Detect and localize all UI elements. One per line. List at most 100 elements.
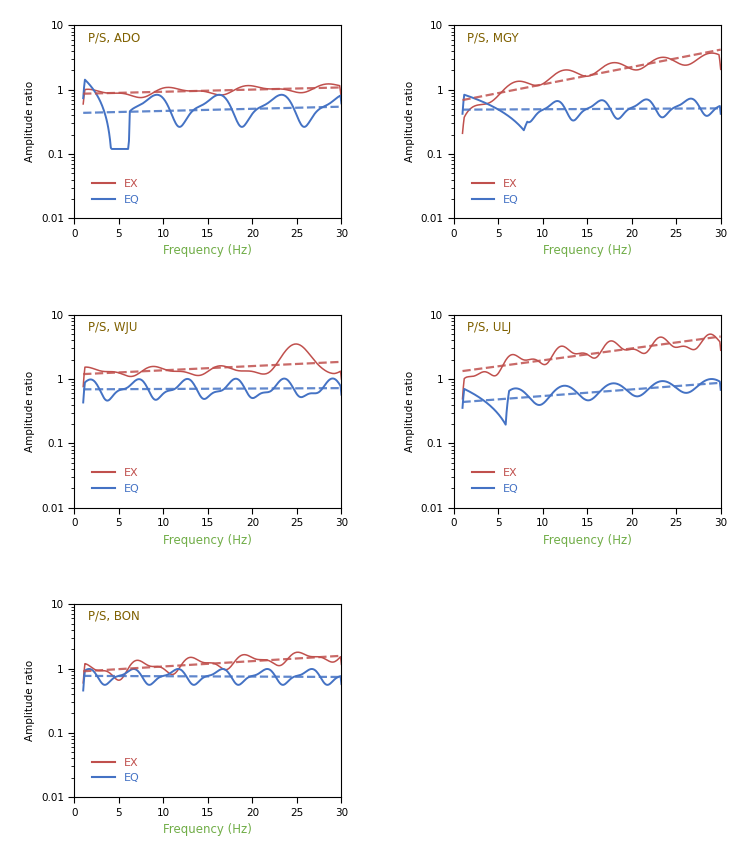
EX bbox=[232, 365, 241, 376]
EQ bbox=[617, 381, 626, 391]
EX bbox=[692, 55, 701, 65]
EQ bbox=[458, 403, 467, 413]
EX bbox=[79, 99, 88, 109]
EQ bbox=[174, 664, 183, 674]
EX bbox=[233, 84, 241, 94]
EX bbox=[314, 360, 322, 370]
Line: EQ: EQ bbox=[83, 80, 342, 149]
EX bbox=[233, 365, 241, 376]
X-axis label: Frequency (Hz): Frequency (Hz) bbox=[163, 244, 253, 257]
EX bbox=[80, 370, 88, 380]
EX bbox=[707, 48, 716, 59]
EQ bbox=[80, 674, 88, 684]
EX bbox=[314, 651, 322, 661]
EX bbox=[293, 647, 302, 657]
EQ bbox=[716, 109, 725, 119]
EQ bbox=[694, 100, 703, 110]
EQ bbox=[314, 668, 322, 678]
EQ bbox=[459, 98, 468, 108]
EX bbox=[616, 59, 625, 69]
EQ bbox=[677, 386, 686, 396]
EX bbox=[611, 58, 620, 68]
Line: EX: EX bbox=[462, 53, 721, 133]
EQ bbox=[107, 144, 116, 154]
Legend: EX, EQ: EX, EQ bbox=[88, 175, 143, 209]
Line: EX: EX bbox=[462, 334, 721, 399]
EQ bbox=[458, 109, 467, 119]
EQ bbox=[296, 392, 305, 402]
Line: EQ: EQ bbox=[462, 379, 721, 425]
EX bbox=[291, 339, 300, 349]
EX bbox=[297, 341, 306, 351]
Y-axis label: Amplitude ratio: Amplitude ratio bbox=[405, 371, 415, 452]
EX bbox=[706, 329, 715, 339]
EX bbox=[79, 678, 88, 688]
EQ bbox=[337, 98, 346, 109]
EQ bbox=[239, 121, 247, 131]
EX bbox=[237, 365, 246, 376]
EQ bbox=[80, 75, 89, 85]
Line: EX: EX bbox=[83, 344, 342, 387]
EQ bbox=[678, 98, 687, 109]
EQ bbox=[79, 398, 88, 408]
EQ bbox=[298, 121, 307, 131]
Y-axis label: Amplitude ratio: Amplitude ratio bbox=[25, 371, 36, 452]
X-axis label: Frequency (Hz): Frequency (Hz) bbox=[163, 533, 253, 547]
EX bbox=[232, 655, 241, 665]
EX bbox=[80, 91, 88, 101]
X-axis label: Frequency (Hz): Frequency (Hz) bbox=[542, 533, 632, 547]
EQ bbox=[233, 374, 241, 384]
EX bbox=[80, 667, 88, 677]
Y-axis label: Amplitude ratio: Amplitude ratio bbox=[405, 81, 415, 163]
Legend: EX, EQ: EX, EQ bbox=[88, 464, 143, 499]
Text: P/S, MGY: P/S, MGY bbox=[467, 31, 519, 44]
Line: EQ: EQ bbox=[462, 95, 721, 131]
EQ bbox=[237, 377, 246, 388]
EQ bbox=[614, 114, 623, 124]
EQ bbox=[328, 373, 337, 383]
EX bbox=[297, 648, 306, 658]
EQ bbox=[313, 388, 322, 398]
EQ bbox=[80, 386, 88, 396]
EQ bbox=[314, 104, 323, 114]
Line: EX: EX bbox=[83, 652, 342, 683]
EX bbox=[233, 654, 241, 664]
EQ bbox=[297, 669, 306, 679]
Y-axis label: Amplitude ratio: Amplitude ratio bbox=[25, 81, 36, 163]
Text: P/S, ULJ: P/S, ULJ bbox=[467, 321, 511, 333]
EQ bbox=[459, 392, 468, 402]
Line: EQ: EQ bbox=[83, 669, 342, 690]
EQ bbox=[618, 110, 627, 120]
EX bbox=[232, 84, 241, 94]
EQ bbox=[234, 120, 243, 130]
EX bbox=[337, 95, 346, 105]
EQ bbox=[611, 378, 620, 388]
EX bbox=[237, 650, 246, 661]
X-axis label: Frequency (Hz): Frequency (Hz) bbox=[163, 823, 253, 836]
EQ bbox=[460, 90, 469, 100]
Legend: EX, EQ: EX, EQ bbox=[467, 175, 523, 209]
EX bbox=[675, 59, 684, 69]
EX bbox=[611, 338, 620, 348]
X-axis label: Frequency (Hz): Frequency (Hz) bbox=[542, 244, 632, 257]
EX bbox=[458, 393, 467, 404]
EQ bbox=[337, 679, 346, 689]
EX bbox=[337, 374, 346, 384]
EQ bbox=[707, 374, 716, 384]
Y-axis label: Amplitude ratio: Amplitude ratio bbox=[25, 660, 36, 741]
EQ bbox=[613, 379, 622, 389]
EQ bbox=[502, 420, 510, 430]
EX bbox=[675, 342, 684, 352]
EQ bbox=[233, 680, 242, 690]
EQ bbox=[519, 126, 528, 136]
EQ bbox=[337, 389, 346, 399]
EQ bbox=[80, 82, 88, 92]
EQ bbox=[693, 382, 702, 392]
Line: EX: EX bbox=[83, 84, 342, 104]
EQ bbox=[79, 93, 88, 103]
EQ bbox=[233, 679, 241, 689]
EX bbox=[79, 382, 88, 392]
Text: P/S, BON: P/S, BON bbox=[88, 610, 140, 623]
EX bbox=[716, 345, 725, 355]
EX bbox=[616, 343, 625, 353]
